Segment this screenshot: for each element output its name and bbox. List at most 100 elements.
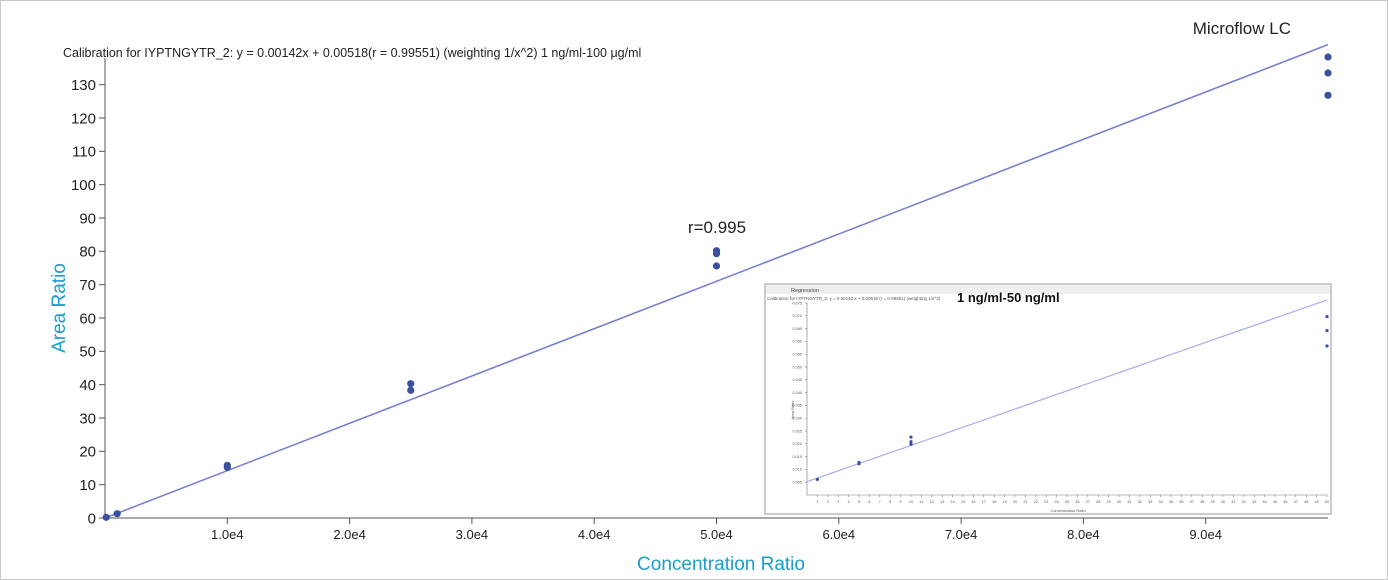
inset-y-tick-label: 0.040 xyxy=(792,391,802,395)
inset-data-point xyxy=(1325,329,1329,333)
inset-x-tick-label: 48 xyxy=(1304,500,1308,504)
inset-x-tick-label: 44 xyxy=(1262,500,1266,504)
x-axis-label: Concentration Ratio xyxy=(637,554,805,575)
inset-window-label: Regression xyxy=(791,288,819,294)
inset-y-tick-label: 0.020 xyxy=(792,442,802,446)
y-tick-label: 20 xyxy=(79,444,96,461)
inset-x-axis-label: Concentration Ratio xyxy=(1050,508,1086,513)
inset-x-tick-label: 12 xyxy=(930,500,934,504)
inset-x-tick-label: 34 xyxy=(1158,500,1162,504)
inset-y-tick-label: 0.010 xyxy=(792,468,802,472)
inset-x-tick-label: 37 xyxy=(1190,500,1194,504)
inset-range-annotation: 1 ng/ml-50 ng/ml xyxy=(957,290,1060,305)
inset-y-tick-label: 0.055 xyxy=(792,353,802,357)
inset-y-tick-label: 0.050 xyxy=(792,365,802,369)
data-point xyxy=(712,262,721,270)
inset-x-tick-label: 20 xyxy=(1013,500,1017,504)
chart-title: Calibration for IYPTNGYTR_2: y = 0.00142… xyxy=(63,46,641,60)
inset-x-tick-label: 27 xyxy=(1086,500,1090,504)
y-tick-label: 100 xyxy=(71,177,96,194)
y-tick-label: 130 xyxy=(71,77,96,94)
x-tick-label: 1.0e4 xyxy=(211,527,244,542)
y-tick-label: 60 xyxy=(79,310,96,327)
inset-x-tick-label: 39 xyxy=(1210,500,1214,504)
inset-x-tick-label: 42 xyxy=(1242,500,1246,504)
inset-y-tick-label: 0.035 xyxy=(792,404,802,408)
inset-y-tick-label: 0.030 xyxy=(792,417,802,421)
data-point xyxy=(1324,53,1332,61)
inset-x-tick-label: 46 xyxy=(1283,500,1287,504)
y-tick-label: 50 xyxy=(79,344,96,361)
inset-x-tick-label: 9 xyxy=(900,500,902,504)
inset-x-tick-label: 41 xyxy=(1231,500,1235,504)
data-point xyxy=(712,247,721,255)
y-tick-label: 110 xyxy=(72,144,96,161)
inset-x-tick-label: 15 xyxy=(961,500,965,504)
x-tick-label: 6.0e4 xyxy=(823,527,856,542)
data-point xyxy=(102,513,110,521)
inset-toolbar xyxy=(766,285,1330,294)
y-tick-label: 70 xyxy=(79,277,96,294)
data-point xyxy=(407,380,415,388)
data-point xyxy=(113,510,121,518)
inset-fit-line xyxy=(806,299,1328,483)
inset-border xyxy=(764,283,1332,515)
inset-y-tick-label: 0.015 xyxy=(792,455,802,459)
inset-data-point xyxy=(1325,314,1329,319)
x-tick-label: 2.0e4 xyxy=(333,527,366,542)
inset-plot: 0.005 0.010 0.015 0.020 0.025 0.030 0.035 0.040… xyxy=(792,299,1329,504)
inset-x-tick-label: 28 xyxy=(1096,500,1100,504)
inset-y-tick-label: 0.005 xyxy=(792,481,802,485)
inset-x-tick-label: 8 xyxy=(889,500,891,504)
corner-annotation: Microflow LC xyxy=(1193,19,1291,38)
inset-x-tick-label: 31 xyxy=(1127,500,1131,504)
y-tick-label: 40 xyxy=(79,377,96,394)
inset-x-tick-label: 16 xyxy=(971,500,975,504)
inset-y-tick-label: 0.060 xyxy=(792,340,802,344)
inset-x-tick-label: 23 xyxy=(1044,500,1048,504)
inset-x-tick-label: 22 xyxy=(1034,500,1038,504)
inset-x-tick-label: 40 xyxy=(1221,500,1225,504)
inset-y-tick-label: 0.075 xyxy=(792,301,802,305)
inset-x-tick-label: 13 xyxy=(940,500,944,504)
inset-x-tick-label: 21 xyxy=(1023,500,1027,504)
inset-y-tick-label: 0.025 xyxy=(792,429,802,433)
inset-data-point xyxy=(909,440,913,444)
inset-x-tick-label: 2 xyxy=(827,500,829,504)
x-tick-label: 9.0e4 xyxy=(1189,527,1222,542)
inset-y-tick-label: 0.065 xyxy=(792,327,802,331)
inset-x-tick-label: 25 xyxy=(1065,500,1069,504)
inset-x-tick-label: 36 xyxy=(1179,500,1183,504)
inset-x-tick-label: 11 xyxy=(919,500,923,504)
inset-data-point xyxy=(857,460,861,465)
inset-x-tick-label: 5 xyxy=(858,500,860,504)
y-tick-label: 120 xyxy=(71,110,96,127)
inset-x-tick-label: 30 xyxy=(1117,500,1121,504)
inset-data-point xyxy=(1325,344,1329,348)
inset-x-tick-label: 38 xyxy=(1200,500,1204,504)
x-tick-label: 4.0e4 xyxy=(578,527,611,542)
inset-x-tick-label: 47 xyxy=(1294,500,1298,504)
y-tick-label: 80 xyxy=(79,244,96,261)
inset-x-tick-label: 49 xyxy=(1314,500,1318,504)
inset-x-tick-label: 35 xyxy=(1169,500,1173,504)
x-tick-label: 5.0e4 xyxy=(700,527,733,542)
inset-x-tick-label: 33 xyxy=(1148,500,1152,504)
x-tick-label: 3.0e4 xyxy=(456,527,489,542)
inset-x-tick-label: 1 xyxy=(816,500,818,504)
inset-x-tick-label: 4 xyxy=(848,500,850,504)
data-point xyxy=(1324,69,1332,77)
data-point xyxy=(1324,91,1332,99)
inset-x-tick-label: 3 xyxy=(837,500,839,504)
x-tick-label: 8.0e4 xyxy=(1067,527,1100,542)
y-tick-label: 0 xyxy=(88,510,96,527)
x-tick-label: 7.0e4 xyxy=(945,527,978,542)
inset-x-tick-label: 29 xyxy=(1106,500,1110,504)
inset-x-tick-label: 26 xyxy=(1075,500,1079,504)
inset-x-tick-label: 14 xyxy=(950,500,954,504)
data-point xyxy=(407,386,415,394)
inset-y-axis-label: Area Ratio xyxy=(790,400,795,420)
